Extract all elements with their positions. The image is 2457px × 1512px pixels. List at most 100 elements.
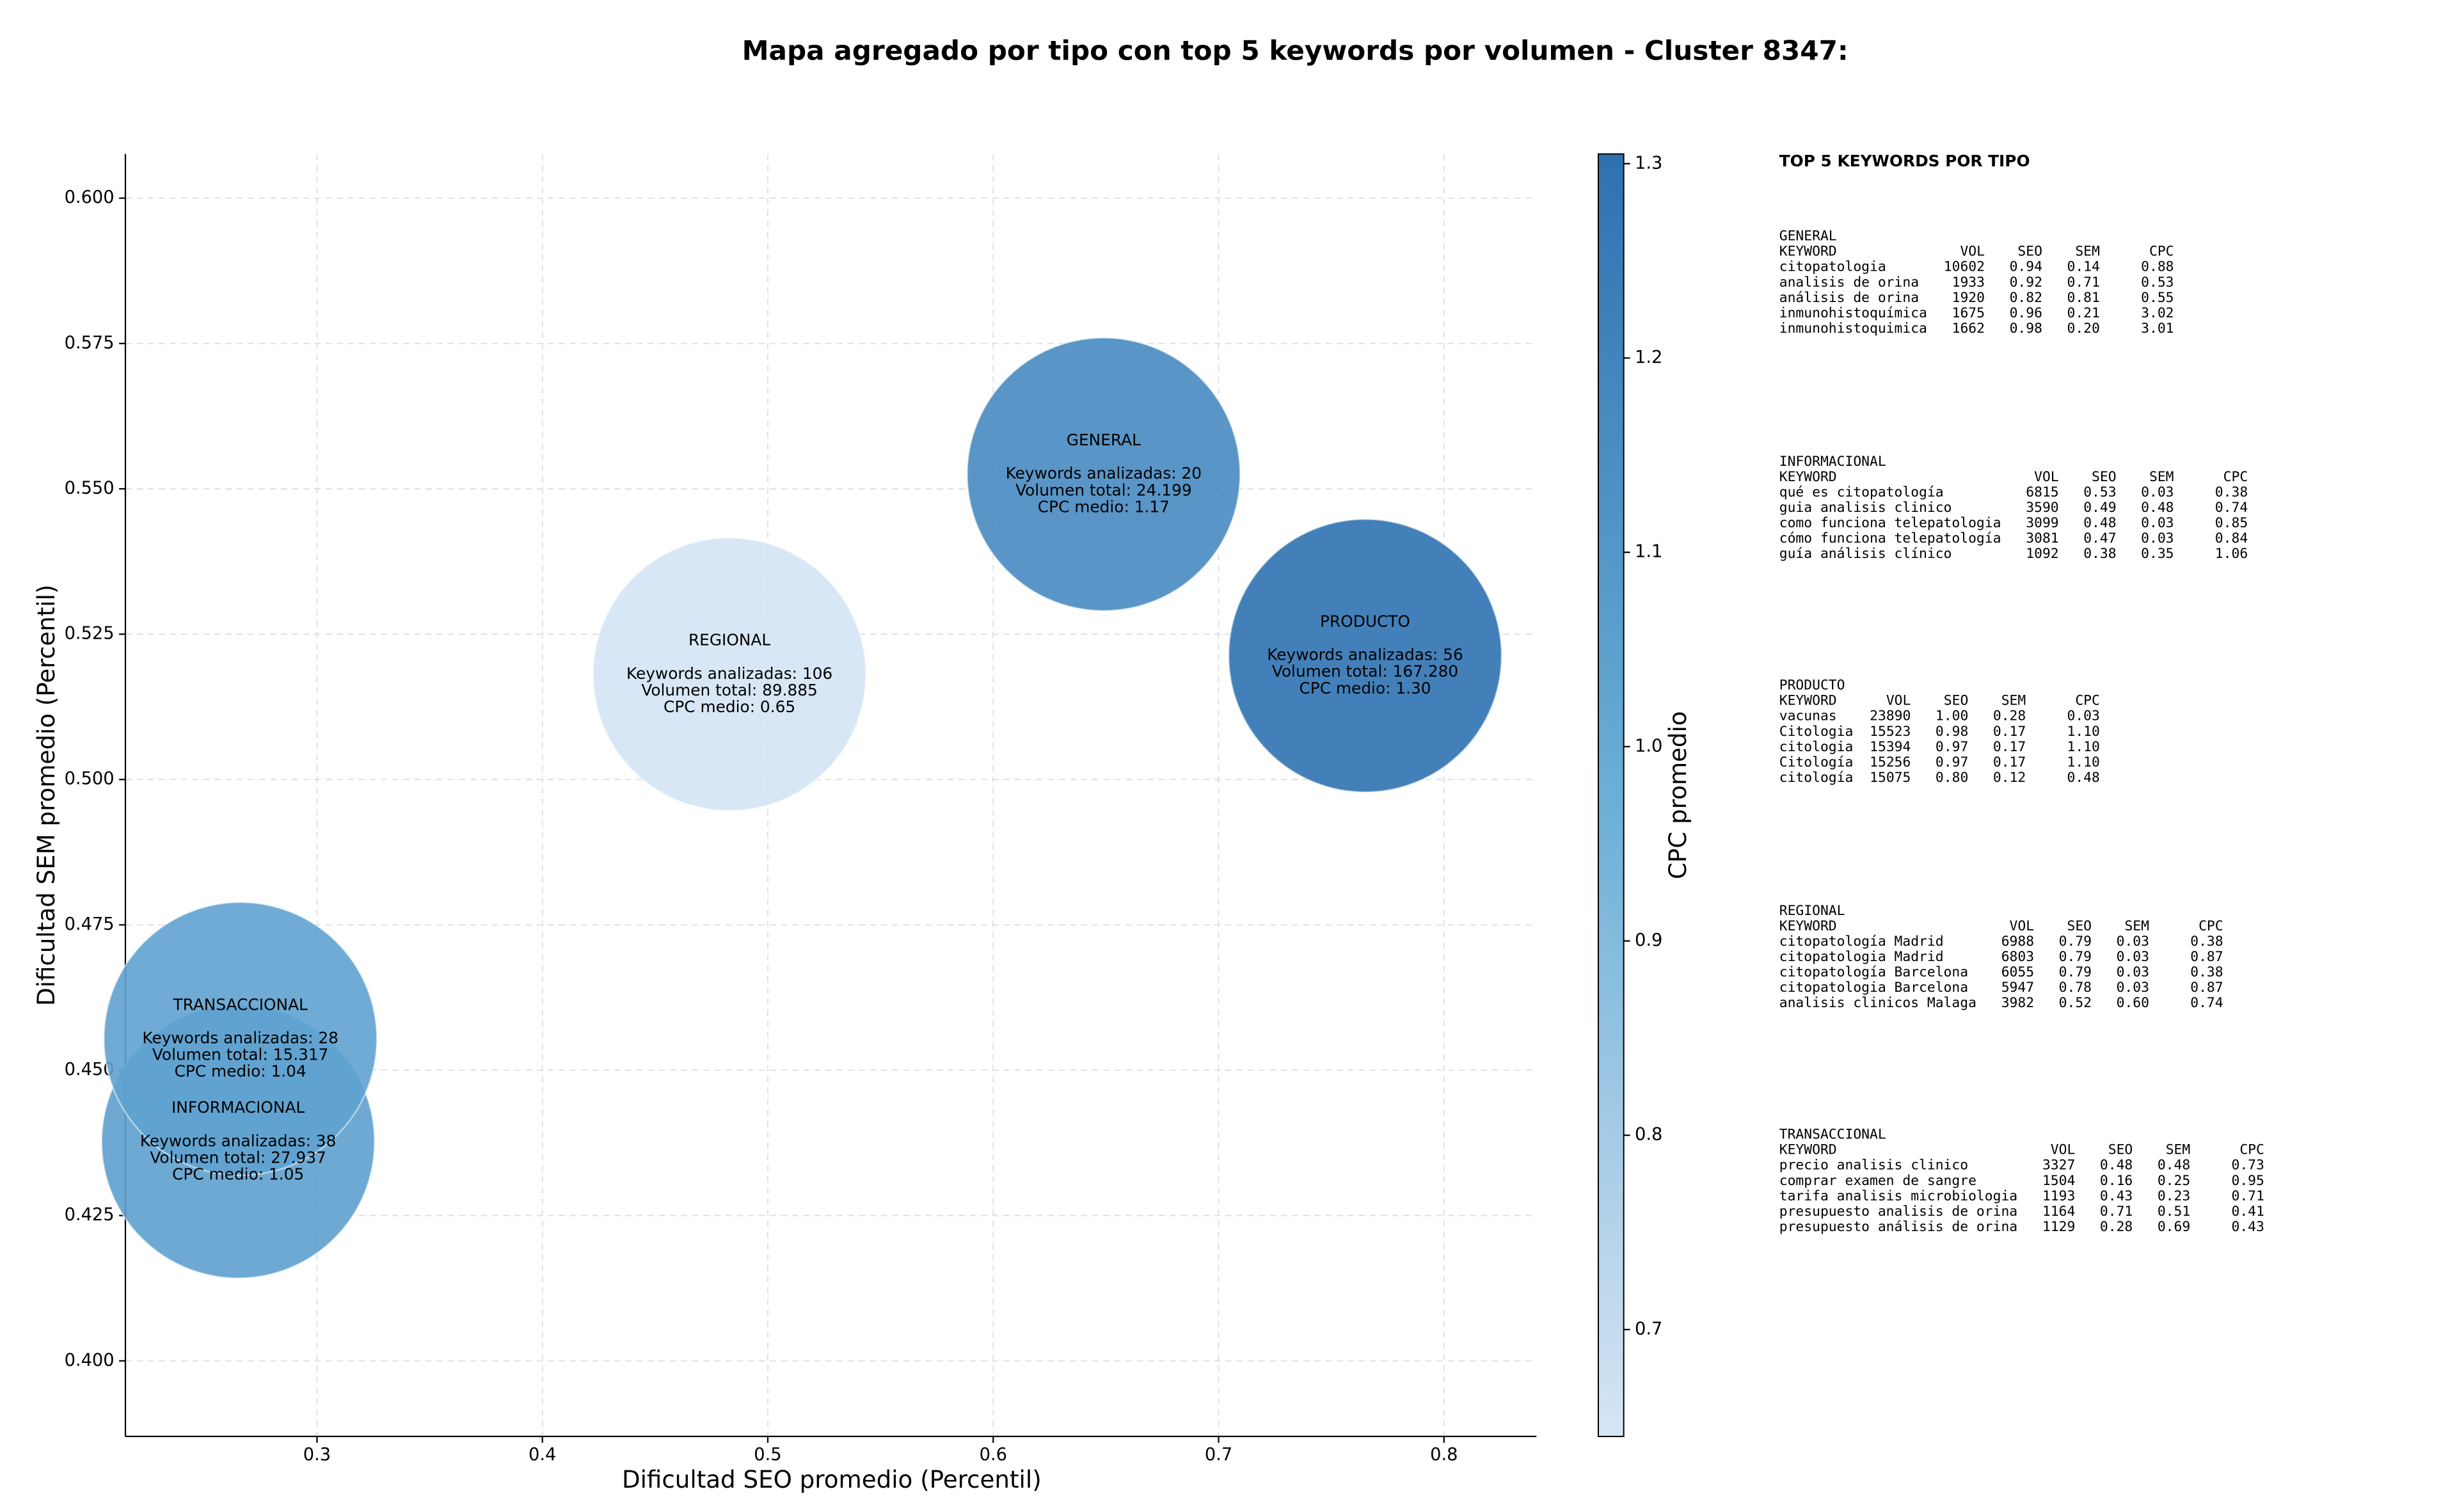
table-cell: 0.53 xyxy=(2083,484,2116,500)
column-header: SEM xyxy=(2166,1142,2191,1158)
bubble-name: TRANSACCIONAL xyxy=(172,995,308,1014)
table-cell: 0.84 xyxy=(2215,530,2248,546)
table-cell: 0.03 xyxy=(2117,934,2149,950)
table-cell: 3.01 xyxy=(2141,321,2174,337)
group-name: GENERAL xyxy=(1779,228,1837,244)
table-cell: 0.17 xyxy=(1993,754,2026,770)
table-cell: como funciona telepatologia xyxy=(1779,515,2001,531)
table-cell: 0.12 xyxy=(1993,770,2026,786)
column-header: CPC xyxy=(2075,693,2100,709)
table-cell: citopatologia xyxy=(1779,259,1886,275)
table-cell: inmunohistoquímica xyxy=(1779,305,1927,321)
table-cell: 0.14 xyxy=(2067,259,2100,275)
bubble-label: Volumen total: 167.280 xyxy=(1272,662,1458,681)
table-cell: 0.87 xyxy=(2190,949,2223,965)
x-tick-label: 0.7 xyxy=(1205,1445,1232,1465)
column-header: SEM xyxy=(2124,918,2149,934)
table-cell: 5947 xyxy=(2001,980,2034,996)
table-cell: 0.03 xyxy=(2067,708,2100,724)
group-name: INFORMACIONAL xyxy=(1779,454,1886,470)
colorbar-tick-label: 1.1 xyxy=(1635,542,1662,562)
bubble-label: CPC medio: 1.05 xyxy=(172,1165,304,1183)
table-cell: 0.74 xyxy=(2190,995,2223,1011)
table-cell: 0.23 xyxy=(2158,1188,2190,1204)
table-cell: 0.53 xyxy=(2141,275,2174,290)
table-cell: 3081 xyxy=(2026,530,2058,546)
bubble-label: Keywords analizadas: 56 xyxy=(1267,646,1463,664)
table-cell: citopatologia Barcelona xyxy=(1779,980,1968,996)
table-cell: 3099 xyxy=(2026,515,2058,531)
table-cell: citologia xyxy=(1779,739,1854,755)
column-header: SEO xyxy=(2092,469,2117,485)
column-header: CPC xyxy=(2239,1142,2264,1158)
table-cell: 1920 xyxy=(1952,290,1985,306)
table-cell: cómo funciona telepatología xyxy=(1779,530,2001,546)
table-cell: 6803 xyxy=(2001,949,2034,965)
table-cell: presupuesto análisis de orina xyxy=(1779,1219,2017,1235)
table-cell: 0.28 xyxy=(2100,1219,2133,1235)
table-cell: 0.97 xyxy=(1936,739,1968,755)
table-cell: 1.10 xyxy=(2067,739,2100,755)
colorbar-tick-label: 0.7 xyxy=(1635,1319,1662,1339)
column-header: KEYWORD xyxy=(1779,918,1837,934)
bubble-label: Keywords analizadas: 106 xyxy=(626,664,832,683)
table-cell: 3327 xyxy=(2042,1158,2075,1174)
table-cell: 23890 xyxy=(1870,708,1911,724)
table-cell: citopatología Madrid xyxy=(1779,934,1944,950)
table-cell: 1933 xyxy=(1952,275,1985,290)
table-cell: inmunohistoquimica xyxy=(1779,321,1927,337)
y-tick-label: 0.475 xyxy=(65,914,115,934)
table-cell: 0.79 xyxy=(2059,964,2092,980)
table-cell: 0.03 xyxy=(2141,484,2174,500)
table-cell: 0.17 xyxy=(1993,739,2026,755)
table-cell: 0.88 xyxy=(2141,259,2174,275)
bubble-name: GENERAL xyxy=(1067,431,1141,449)
table-cell: 0.80 xyxy=(1936,770,1968,786)
table-cell: 0.48 xyxy=(2067,770,2100,786)
y-tick-label: 0.525 xyxy=(65,624,115,644)
table-cell: 15256 xyxy=(1870,754,1911,770)
table-cell: 0.17 xyxy=(1993,724,2026,740)
column-header: KEYWORD xyxy=(1779,469,1837,485)
table-cell: 0.98 xyxy=(2010,321,2042,337)
column-header: SEO xyxy=(1944,693,1969,709)
table-cell: 15523 xyxy=(1870,724,1911,740)
table-cell: 0.78 xyxy=(2059,980,2092,996)
bubble-name: REGIONAL xyxy=(688,631,770,649)
table-cell: 0.97 xyxy=(1936,754,1968,770)
bubble xyxy=(1227,518,1503,793)
group-name: PRODUCTO xyxy=(1779,678,1845,694)
table-cell: vacunas xyxy=(1779,708,1837,724)
column-header: KEYWORD xyxy=(1779,244,1837,260)
bubble-label: CPC medio: 1.30 xyxy=(1299,679,1431,697)
group-name: TRANSACCIONAL xyxy=(1779,1127,1886,1143)
y-tick-label: 0.425 xyxy=(65,1205,115,1225)
table-cell: 0.82 xyxy=(2010,290,2042,306)
table-cell: 0.79 xyxy=(2059,949,2092,965)
column-header: VOL xyxy=(2010,918,2035,934)
column-header: KEYWORD xyxy=(1779,1142,1837,1158)
table-cell: 1.10 xyxy=(2067,724,2100,740)
table-cell: 0.38 xyxy=(2215,484,2248,500)
table-cell: 1.00 xyxy=(1936,708,1968,724)
table-cell: tarifa analisis microbiologia xyxy=(1779,1188,2017,1204)
bubble-label: Volumen total: 15.317 xyxy=(152,1046,329,1064)
table-cell: 0.03 xyxy=(2117,980,2149,996)
table-cell: 0.28 xyxy=(1993,708,2026,724)
bubble-label: Keywords analizadas: 28 xyxy=(142,1028,338,1047)
table-cell: 0.95 xyxy=(2232,1173,2264,1189)
table-cell: 0.71 xyxy=(2232,1188,2264,1204)
table-cell: 10602 xyxy=(1944,259,1985,275)
colorbar-tick-label: 0.8 xyxy=(1635,1125,1662,1145)
table-cell: citopatologia Madrid xyxy=(1779,949,1944,965)
table-cell: 0.38 xyxy=(2083,546,2116,562)
table-cell: comprar examen de sangre xyxy=(1779,1173,1976,1189)
table-cell: 0.71 xyxy=(2100,1204,2133,1220)
table-cell: analisis de orina xyxy=(1779,275,1919,290)
table-cell: 0.48 xyxy=(2141,500,2174,516)
colorbar xyxy=(1597,153,1625,1437)
bubble-label: CPC medio: 1.17 xyxy=(1038,497,1170,516)
table-cell: 0.71 xyxy=(2067,275,2100,290)
table-cell: 0.94 xyxy=(2010,259,2042,275)
table-cell: 1193 xyxy=(2042,1188,2075,1204)
